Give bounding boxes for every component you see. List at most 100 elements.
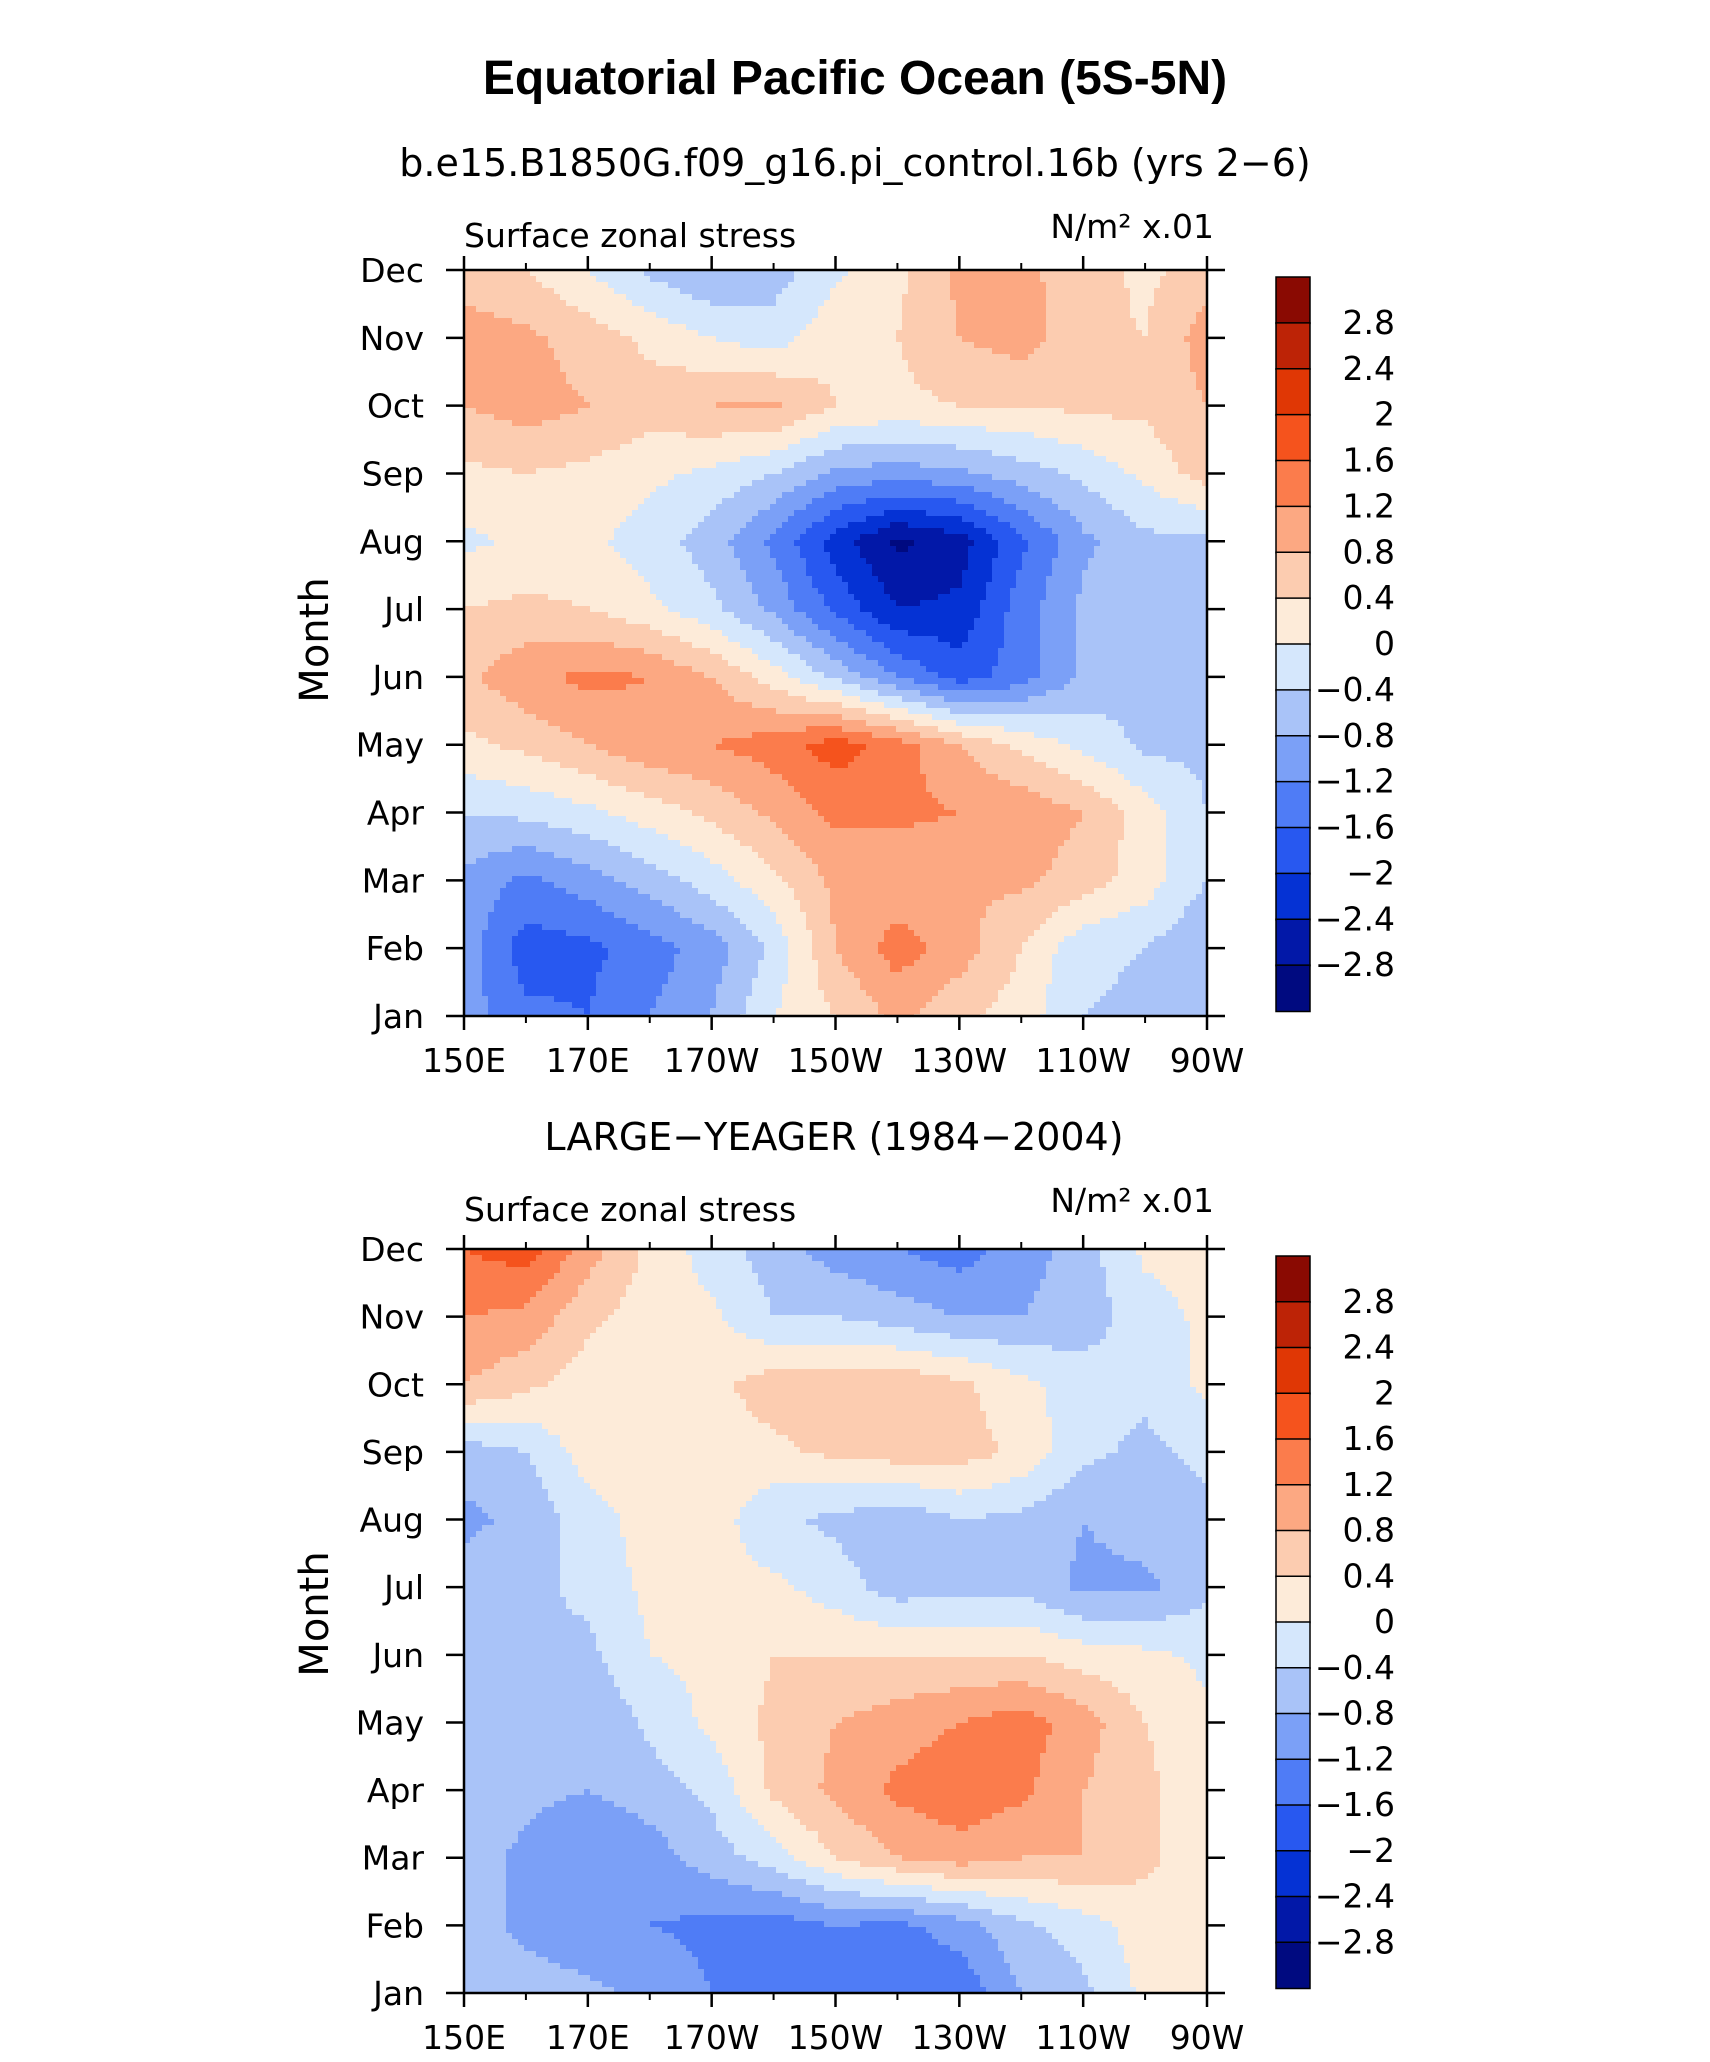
contour-cell bbox=[884, 426, 891, 433]
contour-cell bbox=[932, 300, 939, 307]
contour-cell bbox=[1016, 468, 1023, 475]
contour-cell bbox=[620, 336, 627, 343]
contour-cell bbox=[566, 300, 573, 307]
contour-cell bbox=[632, 384, 639, 391]
contour-cell bbox=[644, 432, 651, 439]
contour-cell bbox=[854, 354, 861, 361]
contour-cell bbox=[1034, 468, 1041, 475]
contour-cell bbox=[920, 450, 927, 457]
contour-cell bbox=[590, 456, 597, 463]
contour-cell bbox=[1088, 456, 1095, 463]
contour-cell bbox=[518, 360, 525, 367]
contour-cell bbox=[1136, 330, 1143, 337]
contour-cell bbox=[1022, 294, 1029, 301]
contour-cell bbox=[812, 456, 819, 463]
contour-cell bbox=[1178, 486, 1185, 493]
contour-cell bbox=[812, 438, 819, 445]
contour-cell bbox=[596, 402, 603, 409]
contour-cell bbox=[1142, 354, 1149, 361]
contour-cell bbox=[770, 486, 777, 493]
contour-cell bbox=[680, 288, 687, 295]
contour-cell bbox=[650, 432, 657, 439]
contour-cell bbox=[1184, 288, 1191, 295]
contour-cell bbox=[542, 336, 549, 343]
contour-cell bbox=[626, 342, 633, 349]
contour-cell bbox=[470, 498, 477, 505]
contour-cell bbox=[632, 324, 639, 331]
contour-cell bbox=[746, 378, 753, 385]
contour-cell bbox=[578, 372, 585, 379]
contour-cell bbox=[1112, 474, 1119, 481]
contour-cell bbox=[908, 378, 915, 385]
contour-cell bbox=[1058, 462, 1065, 469]
contour-cell bbox=[1178, 300, 1185, 307]
contour-cell bbox=[980, 318, 987, 325]
contour-cell bbox=[872, 288, 879, 295]
contour-cell bbox=[1058, 492, 1065, 499]
contour-cell bbox=[596, 372, 603, 379]
contour-cell bbox=[1148, 360, 1155, 367]
contour-cell bbox=[848, 504, 855, 511]
contour-cell bbox=[1154, 504, 1161, 511]
contour-cell bbox=[1052, 378, 1059, 385]
units-label: N/m² x.01 bbox=[1050, 207, 1214, 246]
contour-cell bbox=[1010, 402, 1017, 409]
contour-cell bbox=[566, 408, 573, 415]
contour-cell bbox=[764, 270, 771, 277]
contour-cell bbox=[932, 360, 939, 367]
contour-cell bbox=[842, 420, 849, 427]
contour-cell bbox=[1016, 270, 1023, 277]
contour-cell bbox=[1148, 438, 1155, 445]
contour-cell bbox=[578, 480, 585, 487]
contour-cell bbox=[1106, 366, 1113, 373]
contour-cell bbox=[1016, 444, 1023, 451]
contour-cell bbox=[926, 438, 933, 445]
contour-cell bbox=[734, 354, 741, 361]
contour-cell bbox=[872, 390, 879, 397]
contour-cell bbox=[584, 450, 591, 457]
contour-cell bbox=[794, 294, 801, 301]
contour-cell bbox=[794, 486, 801, 493]
contour-cell bbox=[854, 408, 861, 415]
contour-cell bbox=[470, 450, 477, 457]
contour-cell bbox=[464, 414, 471, 421]
contour-cell bbox=[1166, 294, 1173, 301]
contour-cell bbox=[1058, 348, 1065, 355]
contour-cell bbox=[656, 414, 663, 421]
contour-cell bbox=[482, 474, 489, 481]
contour-cell bbox=[554, 456, 561, 463]
contour-cell bbox=[776, 438, 783, 445]
contour-cell bbox=[758, 384, 765, 391]
contour-cell bbox=[1028, 414, 1035, 421]
contour-cell bbox=[1016, 300, 1023, 307]
contour-cell bbox=[782, 306, 789, 313]
contour-cell bbox=[746, 372, 753, 379]
contour-cell bbox=[512, 330, 519, 337]
contour-cell bbox=[578, 492, 585, 499]
contour-cell bbox=[620, 372, 627, 379]
contour-cell bbox=[1184, 402, 1191, 409]
contour-cell bbox=[1136, 312, 1143, 319]
contour-cell bbox=[1034, 462, 1041, 469]
contour-cell bbox=[962, 354, 969, 361]
contour-cell bbox=[1202, 444, 1208, 451]
contour-cell bbox=[1022, 486, 1029, 493]
contour-cell bbox=[506, 468, 513, 475]
contour-cell bbox=[542, 444, 549, 451]
contour-cell bbox=[776, 402, 783, 409]
contour-cell bbox=[1040, 282, 1047, 289]
contour-cell bbox=[1046, 462, 1053, 469]
contour-cell bbox=[752, 504, 759, 511]
contour-cell bbox=[1040, 312, 1047, 319]
contour-cell bbox=[638, 306, 645, 313]
contour-cell bbox=[1136, 354, 1143, 361]
contour-cell bbox=[608, 474, 615, 481]
contour-cell bbox=[644, 360, 651, 367]
contour-cell bbox=[596, 468, 603, 475]
contour-cell bbox=[1136, 270, 1143, 277]
contour-cell bbox=[974, 420, 981, 427]
contour-cell bbox=[1106, 438, 1113, 445]
contour-cell bbox=[530, 348, 537, 355]
contour-cell bbox=[1052, 318, 1059, 325]
contour-cell bbox=[644, 372, 651, 379]
